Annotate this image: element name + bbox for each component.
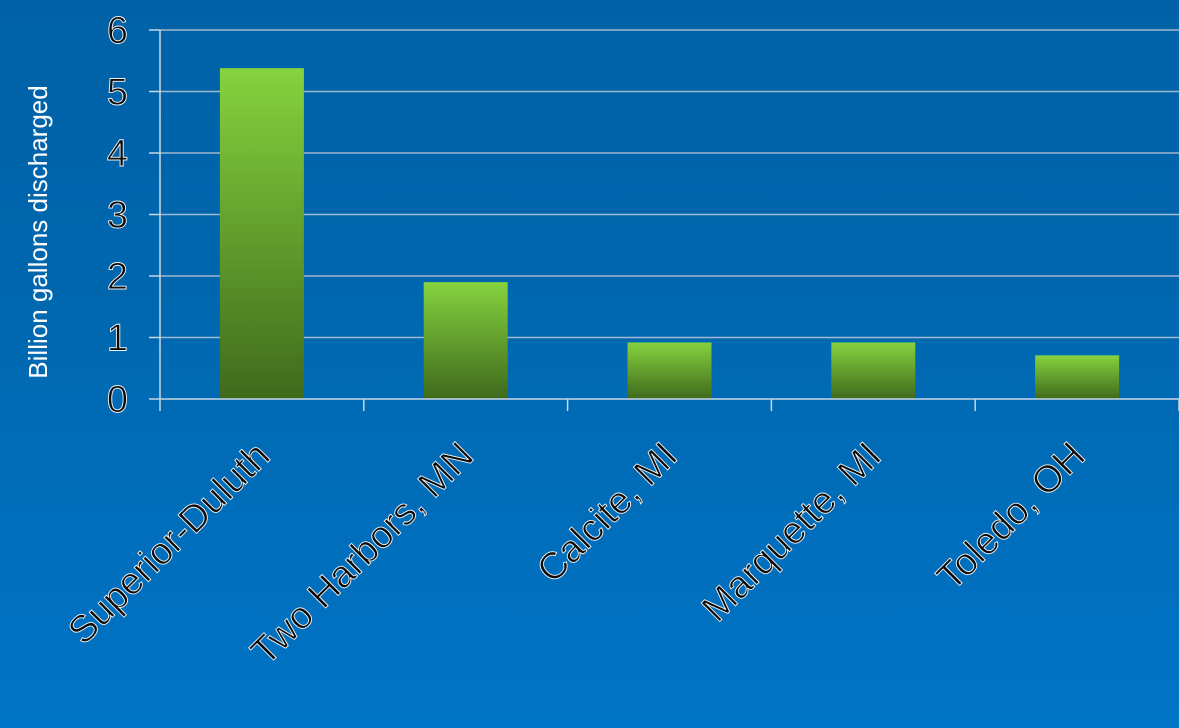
category-label: Calcite, MI [529, 435, 686, 592]
bar-toledo-oh [1035, 355, 1120, 399]
category-label: Toledo, OH [929, 435, 1093, 599]
bar-calcite-mi [627, 342, 712, 399]
y-axis-label: Billion gallons discharged [23, 85, 53, 378]
y-tick-label: 3 [107, 195, 128, 237]
y-tick-label: 4 [107, 133, 128, 175]
y-tick-label: 0 [107, 379, 128, 421]
category-label: Superior-Duluth [60, 435, 278, 653]
y-tick-label: 2 [107, 256, 128, 298]
y-tick-label: 6 [107, 10, 128, 52]
bars [219, 68, 1120, 399]
gridlines [160, 29, 1179, 339]
bar-superior-duluth [219, 68, 304, 399]
category-label: Two Harbors, MN [243, 435, 482, 674]
y-tick-labels: 0 1 2 3 4 5 6 [106, 10, 128, 422]
axes [149, 29, 1179, 411]
bar-two-harbors-mn [423, 282, 508, 399]
y-tick-label: 5 [107, 72, 128, 114]
bar-marquette-mi [831, 342, 916, 399]
y-tick-label: 1 [107, 318, 128, 360]
category-label: Marquette, MI [694, 435, 889, 630]
